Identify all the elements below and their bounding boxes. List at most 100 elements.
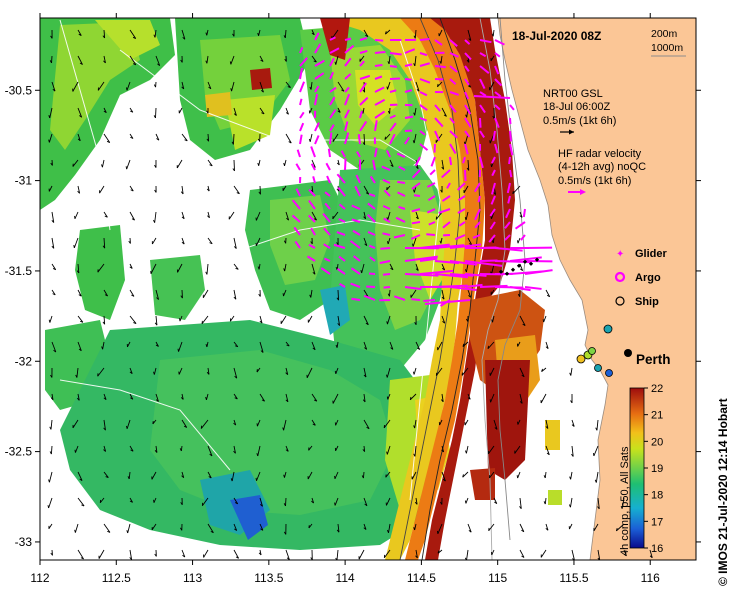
gsl-arrow-head [413,244,414,247]
depth-legend-200: 200m [651,28,678,40]
gsl-arrow-head [230,61,231,64]
gsl-arrow-head [491,164,492,167]
credit-text: © IMOS 21-Jul-2020 12:14 Hobart [716,398,730,586]
y-tick-label: -31.5 [5,264,33,278]
gsl-arrow [389,290,390,296]
hf-arrow [434,144,435,153]
hf-arrow [329,149,330,157]
gsl-arrow-head [465,501,466,504]
gsl-arrow-head [488,346,489,349]
hf-arrow [351,299,360,300]
hf-arrow [375,52,385,53]
depth-legend-1000: 1000m [651,42,683,54]
gsl-arrow [338,290,339,300]
x-tick-label: 114 [336,571,355,585]
gsl-arrow-head [126,87,127,90]
hf-arrow [375,65,382,66]
glider-legend-label: Glider [635,248,668,260]
y-tick-label: -31 [15,174,33,188]
gsl-arrow-head [126,426,127,429]
x-tick-label: 114.5 [407,571,436,585]
x-tick-label: 112 [30,571,49,585]
colorbar-tick-label: 17 [651,516,663,528]
gsl-arrow [364,134,365,145]
hf-arrow [384,287,390,288]
hf-arrow [390,66,397,67]
hf-legend-scale: 0.5m/s (1kt 6h) [558,175,631,187]
gsl-arrow-head [517,240,518,243]
city-label: Perth [636,352,671,367]
colorbar-tick-label: 18 [651,490,663,502]
hf-arrow [480,247,496,248]
perth-city-marker [624,349,632,357]
gsl-arrow-head [387,87,388,90]
hf-arrow [359,134,360,144]
x-tick-label: 115 [488,571,507,585]
colorbar-caption: 4h comp, p50, All Sats [619,446,631,556]
y-tick-label: -33 [15,535,33,549]
gsl-legend-time: 18-Jul 06:00Z [543,101,611,113]
gsl-legend-scale: 0.5m/s (1kt 6h) [543,115,616,127]
y-tick-label: -30.5 [5,83,33,97]
hf-arrow [375,40,383,41]
hf-arrow [345,158,346,170]
gsl-arrow-head [178,349,179,352]
colorbar-tick-label: 22 [651,383,663,395]
gsl-arrow-head [513,191,514,194]
gsl-arrow [155,108,156,118]
hf-arrow [420,39,430,40]
colorbar-tick-label: 16 [651,543,663,555]
hf-arrow [509,157,510,164]
hf-arrow [414,195,420,196]
hf-arrow [412,222,420,223]
colorbar-tick-label: 20 [651,436,663,448]
hf-arrow [450,157,451,165]
gsl-arrow-head [74,245,75,248]
hf-arrow [397,182,405,183]
colorbar-tick-label: 21 [651,410,663,422]
gsl-arrow [363,472,364,478]
x-tick-label: 113.5 [254,571,283,585]
hf-arrow [426,234,435,235]
hf-arrow [510,131,511,141]
colorbar-tick-label: 19 [651,463,663,475]
gsl-arrow-head [385,137,386,140]
gsl-arrow-head [49,320,50,323]
hf-legend-title: HF radar velocity [558,148,642,160]
argo-legend-label: Argo [635,272,661,284]
hf-arrow [405,79,412,80]
hf-arrow [423,300,435,301]
hf-arrow [524,209,525,217]
hf-arrow [405,117,413,118]
gsl-arrow-head [48,505,49,508]
hf-arrow [330,132,331,144]
x-tick-label: 115.5 [559,571,588,585]
gsl-arrow [234,160,235,171]
hf-arrow [383,274,390,275]
x-tick-label: 113 [183,571,202,585]
gsl-arrow [233,134,234,144]
x-tick-label: 116 [641,571,660,585]
ship-legend-label: Ship [635,296,659,308]
y-tick-label: -32 [15,354,33,368]
y-tick-label: -32.5 [5,445,33,459]
gsl-arrow-head [491,216,492,219]
gsl-arrow [51,446,52,454]
map-title: 18-Jul-2020 08Z [512,29,601,43]
hf-arrow [480,118,481,128]
gsl-arrow-head [126,166,127,169]
gsl-arrow-head [437,84,438,87]
hf-arrow [510,170,511,177]
gsl-arrow-head [335,371,336,374]
x-tick-label: 112.5 [102,571,131,585]
hf-arrow [411,299,420,300]
hf-arrow [369,273,375,274]
hf-legend-avg: (4-12h avg) noQC [558,161,646,173]
glider-legend-icon: ✦ [616,249,624,260]
gsl-legend-title: NRT00 GSL [543,88,603,100]
hf-arrow [435,66,446,67]
hf-arrow [390,78,400,79]
hf-arrow [465,170,466,181]
